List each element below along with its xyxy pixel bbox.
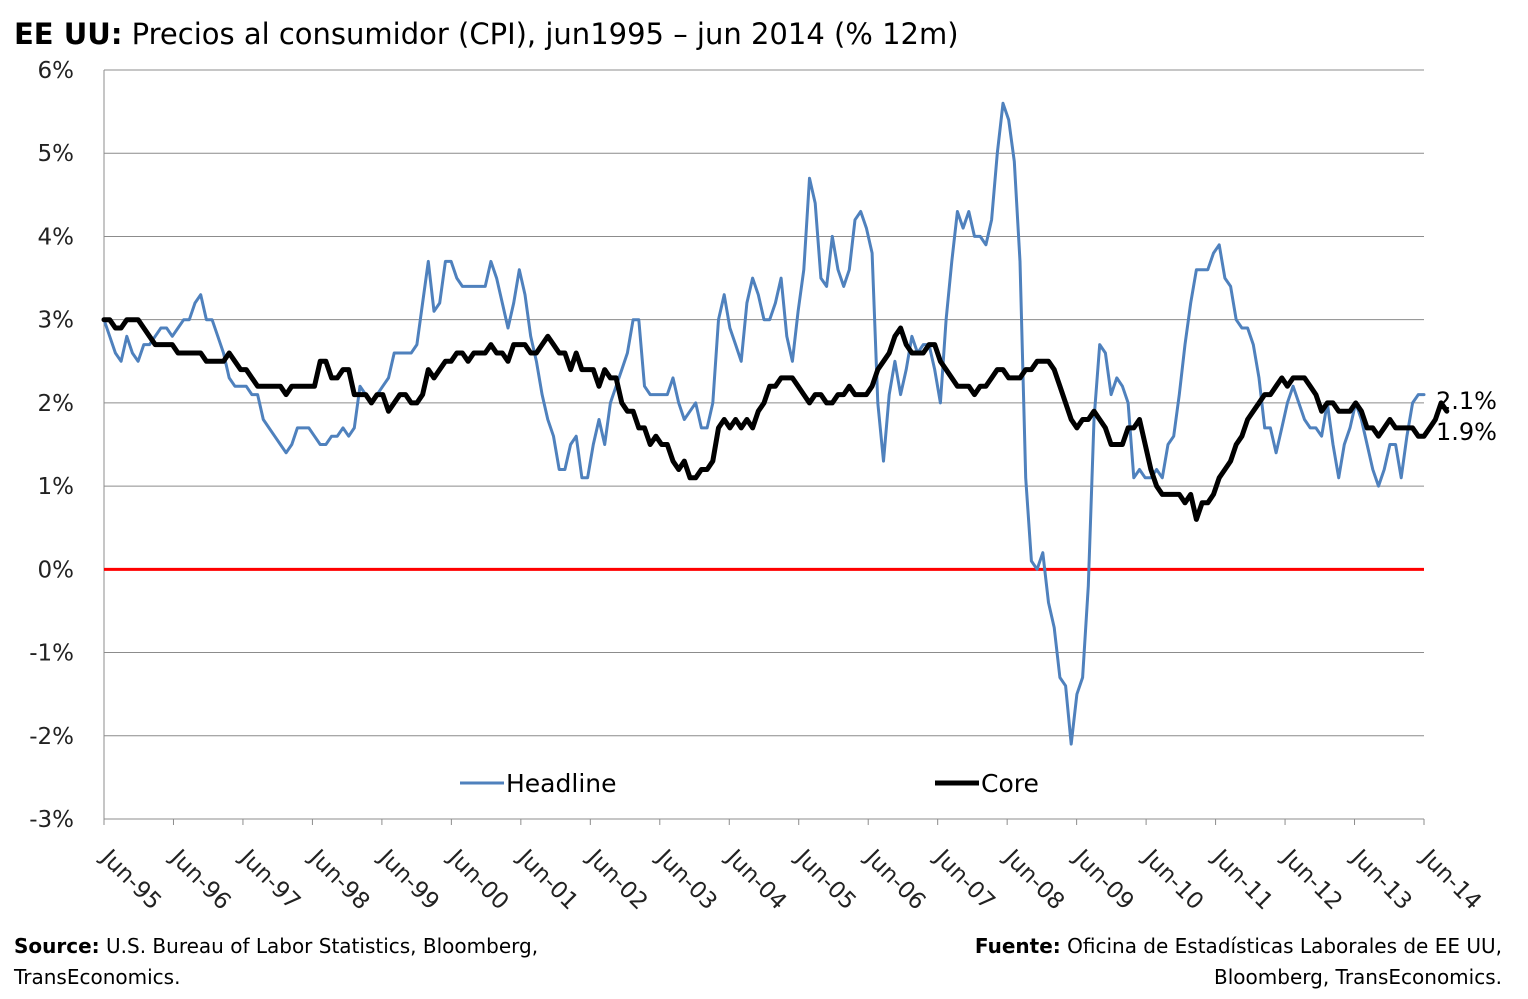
x-tick-label: Jun-96 — [164, 843, 236, 915]
x-tick-label: Jun-02 — [581, 843, 653, 915]
legend-headline-label: Headline — [506, 769, 617, 798]
x-tick-label: Jun-09 — [1067, 843, 1139, 915]
y-tick-label: -2% — [29, 724, 74, 750]
x-tick-label: Jun-03 — [650, 843, 722, 915]
x-tick-label: Jun-00 — [442, 843, 514, 915]
x-tick-label: Jun-13 — [1345, 843, 1417, 915]
y-axis-tick-labels: -3% -2% -1% 0% 1% 2% 3% 4% 5% 6% — [29, 58, 74, 833]
x-tick-label: Jun-95 — [94, 843, 166, 915]
chart-title-bold: EE UU: — [14, 17, 123, 51]
y-tick-label: -1% — [29, 641, 74, 667]
chart-title: EE UU: Precios al consumidor (CPI), jun1… — [14, 20, 959, 49]
y-tick-label: -3% — [29, 807, 74, 833]
x-tick-label: Jun-04 — [720, 843, 792, 915]
end-label-headline: 2.1% — [1436, 387, 1497, 415]
x-tick-label: Jun-07 — [928, 843, 1000, 915]
chart-title-text: Precios al consumidor (CPI), jun1995 – j… — [122, 17, 959, 51]
source-text-line1: U.S. Bureau of Labor Statistics, Bloombe… — [99, 934, 539, 958]
cpi-line-chart: -3%-2%-1%0%1%2%3%4%5%6% Jun-95 Jun-96 Jun-… — [29, 58, 1497, 915]
x-tick-label: Jun-11 — [1206, 843, 1278, 915]
series-lines — [101, 101, 1450, 746]
x-tick-label: Jun-14 — [1414, 843, 1486, 915]
source-note-es: Fuente: Oficina de Estadísticas Laborale… — [975, 931, 1502, 993]
x-tick-label: Jun-06 — [859, 843, 931, 915]
series-core-line — [101, 317, 1450, 522]
end-labels: 2.1% 1.9% — [1436, 387, 1497, 446]
y-tick-label: 4% — [38, 224, 75, 250]
y-tick-label: 2% — [38, 391, 75, 417]
end-label-core: 1.9% — [1436, 418, 1497, 446]
y-tick-label: 6% — [38, 58, 75, 84]
gridlines — [103, 69, 1424, 820]
x-tick-label: Jun-97 — [233, 843, 305, 915]
source-note-en: Source: U.S. Bureau of Labor Statistics,… — [14, 931, 538, 993]
x-tick-label: Jun-12 — [1275, 843, 1347, 915]
fuente-text-line2: Bloomberg, TransEconomics. — [1214, 965, 1502, 989]
y-tick-label: 0% — [38, 557, 75, 583]
y-tick-label: 1% — [38, 474, 75, 500]
x-tick-label: Jun-01 — [511, 843, 583, 915]
x-tick-label: Jun-10 — [1136, 843, 1208, 915]
x-tick-label: Jun-98 — [303, 843, 375, 915]
fuente-text-line1: Oficina de Estadísticas Laborales de EE … — [1060, 934, 1502, 958]
source-label: Source: — [14, 934, 100, 958]
series-headline-line — [102, 101, 1426, 746]
source-text-line2: TransEconomics. — [14, 965, 181, 989]
y-tick-label: 3% — [38, 308, 75, 334]
x-tick-label: Jun-08 — [998, 843, 1070, 915]
legend: Headline Core — [460, 769, 1039, 798]
x-axis-tick-labels: Jun-95 Jun-96 Jun-97 Jun-98 Jun-99 Jun-00 Jun-… — [94, 819, 1486, 915]
fuente-label: Fuente: — [974, 934, 1061, 958]
legend-core-label: Core — [981, 769, 1039, 798]
x-tick-label: Jun-05 — [789, 843, 861, 915]
y-tick-label: 5% — [38, 141, 75, 167]
x-tick-label: Jun-99 — [372, 843, 444, 915]
